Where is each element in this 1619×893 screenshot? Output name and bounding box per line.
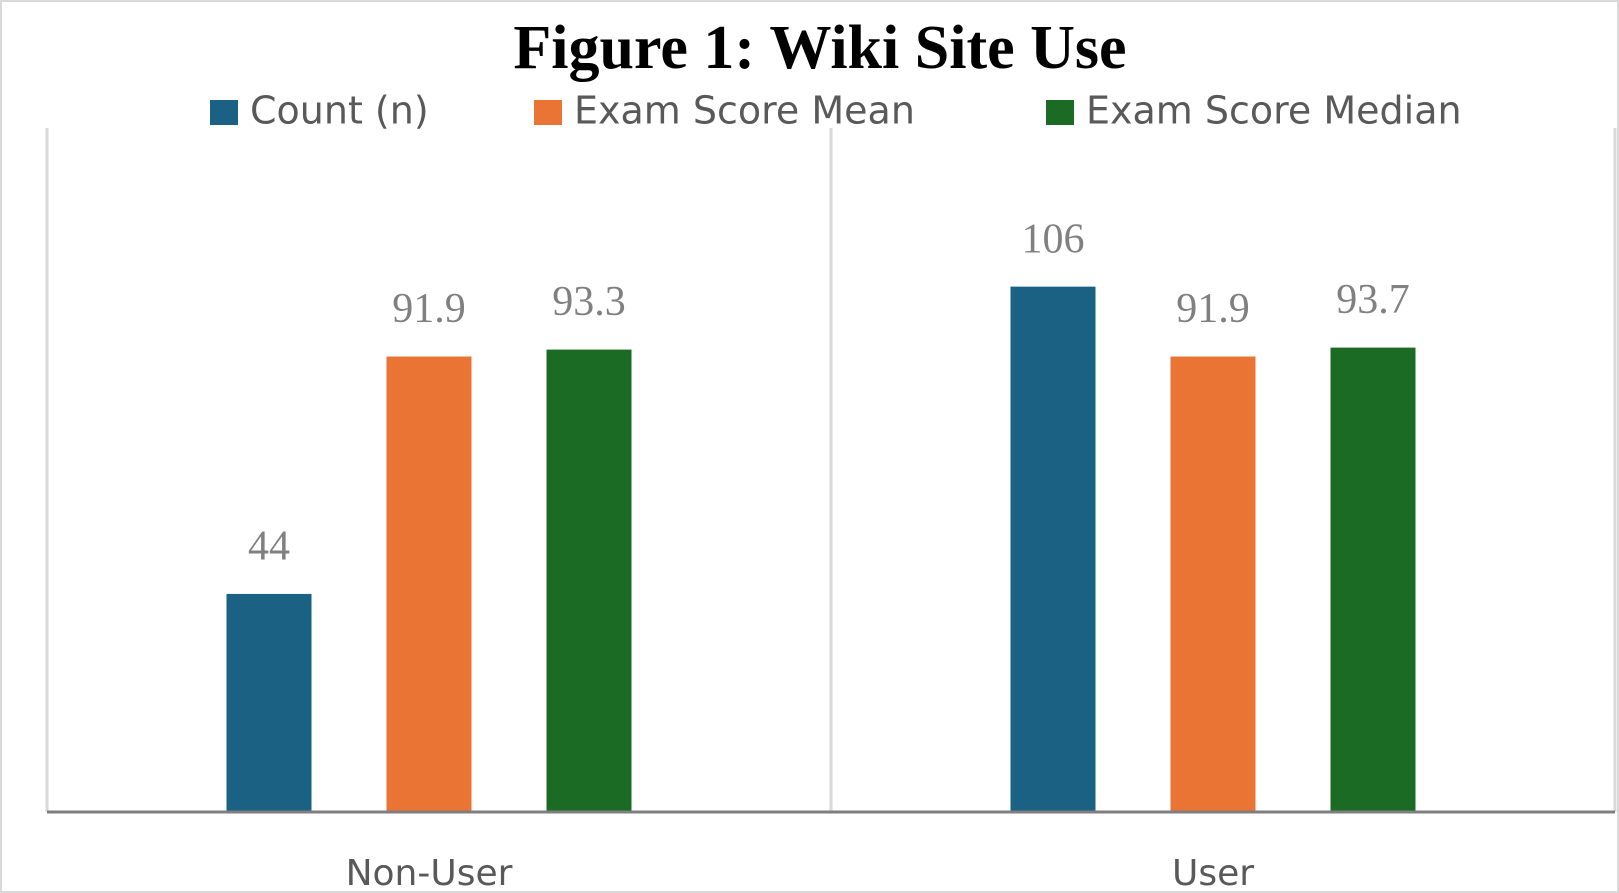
chart-title: Figure 1: Wiki Site Use <box>513 14 1126 82</box>
bar <box>1170 356 1256 812</box>
data-label: 91.9 <box>392 286 466 332</box>
bar <box>226 593 312 812</box>
legend-label: Exam Score Median <box>1086 89 1462 133</box>
data-label: 93.7 <box>1336 277 1410 323</box>
legend-swatch <box>210 100 238 125</box>
x-tick-label: Non-User <box>346 853 513 893</box>
bar <box>1330 347 1416 812</box>
legend-label: Exam Score Mean <box>574 89 915 133</box>
bar <box>546 349 632 812</box>
legend-swatch <box>1046 100 1074 125</box>
data-label: 93.3 <box>552 279 626 325</box>
bar <box>386 356 472 812</box>
legend-swatch <box>534 100 562 125</box>
x-tick-label: User <box>1172 853 1254 893</box>
legend-label: Count (n) <box>250 89 429 133</box>
data-label: 44 <box>248 524 290 570</box>
data-label: 106 <box>1022 216 1085 262</box>
bar <box>1010 286 1096 812</box>
data-label: 91.9 <box>1176 286 1250 332</box>
